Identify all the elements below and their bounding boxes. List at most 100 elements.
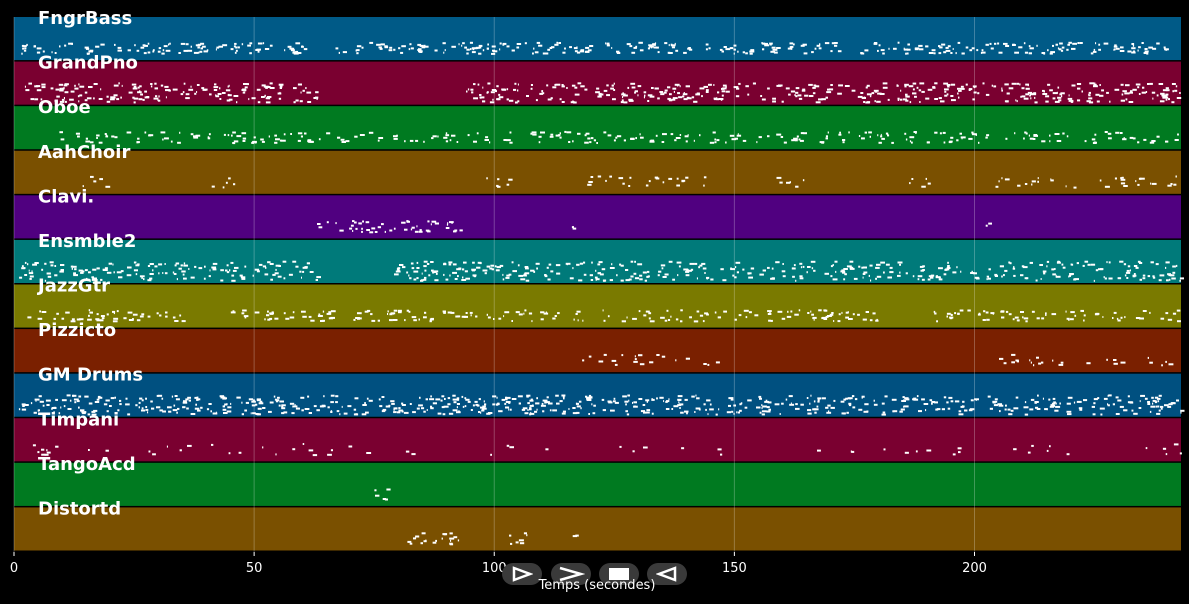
note <box>813 318 815 321</box>
note <box>625 410 628 413</box>
note <box>716 98 720 101</box>
note <box>789 403 795 406</box>
note <box>227 94 232 97</box>
note <box>579 262 584 265</box>
note <box>24 47 27 50</box>
note <box>672 87 677 90</box>
note <box>154 87 158 90</box>
stop-button[interactable] <box>599 563 639 585</box>
note <box>316 409 320 412</box>
note <box>132 87 138 90</box>
note <box>241 401 243 404</box>
note <box>235 49 238 52</box>
note <box>642 271 647 274</box>
note <box>645 184 649 187</box>
note <box>330 411 333 413</box>
note <box>542 399 548 402</box>
note <box>943 396 947 399</box>
note <box>682 95 685 98</box>
note <box>376 43 381 46</box>
note <box>113 94 118 97</box>
note <box>397 267 401 270</box>
note <box>783 141 787 144</box>
note <box>464 397 467 400</box>
note <box>933 310 936 313</box>
track-lane <box>14 462 1181 506</box>
note <box>933 401 938 404</box>
note <box>1076 400 1082 403</box>
note <box>490 453 492 456</box>
note <box>566 131 572 134</box>
note <box>954 400 960 403</box>
note <box>946 84 951 86</box>
note <box>335 395 339 398</box>
note <box>475 315 478 318</box>
note <box>932 86 936 89</box>
note <box>846 265 852 268</box>
note <box>1079 42 1083 44</box>
note <box>639 278 643 281</box>
note <box>150 83 153 85</box>
note <box>659 91 663 93</box>
note <box>643 314 647 317</box>
note <box>263 85 269 88</box>
note <box>88 449 90 451</box>
note <box>1090 263 1096 266</box>
note <box>950 314 953 316</box>
note <box>609 267 615 269</box>
note <box>849 266 854 269</box>
note <box>478 52 482 55</box>
note <box>133 269 138 272</box>
fast-forward-button[interactable] <box>551 563 591 585</box>
note <box>705 408 707 411</box>
note <box>264 273 269 276</box>
note <box>200 406 203 409</box>
note <box>197 409 201 412</box>
note <box>492 49 495 52</box>
note <box>989 42 992 45</box>
note <box>851 395 855 398</box>
note <box>223 412 228 414</box>
note <box>224 397 227 400</box>
note <box>936 408 941 411</box>
note <box>472 261 475 264</box>
note <box>480 96 482 99</box>
note <box>614 363 618 366</box>
note <box>386 488 391 491</box>
note <box>731 138 737 141</box>
note <box>972 272 977 275</box>
note <box>427 220 430 223</box>
note <box>900 408 905 411</box>
note <box>241 312 245 315</box>
note <box>335 401 338 404</box>
note <box>164 263 166 265</box>
note <box>353 408 357 411</box>
note <box>461 279 467 281</box>
note <box>610 87 614 90</box>
note <box>1129 91 1133 94</box>
note <box>290 133 292 135</box>
note <box>858 408 863 411</box>
note <box>626 43 631 46</box>
note <box>1037 180 1039 183</box>
note <box>1068 318 1070 321</box>
note <box>139 275 145 278</box>
note <box>222 186 225 189</box>
note <box>547 278 551 281</box>
note <box>777 310 783 313</box>
note <box>100 43 105 46</box>
note <box>1113 48 1115 51</box>
note <box>495 269 500 272</box>
note <box>59 270 64 273</box>
note <box>454 278 458 280</box>
note <box>595 278 600 281</box>
note <box>56 312 59 315</box>
play-button[interactable] <box>502 563 542 585</box>
rewind-button[interactable] <box>647 563 687 585</box>
note <box>1011 353 1016 356</box>
note <box>519 542 525 545</box>
track-label: Ensmble2 <box>38 231 136 252</box>
note <box>384 45 388 48</box>
note <box>1165 140 1169 143</box>
note <box>747 93 750 96</box>
